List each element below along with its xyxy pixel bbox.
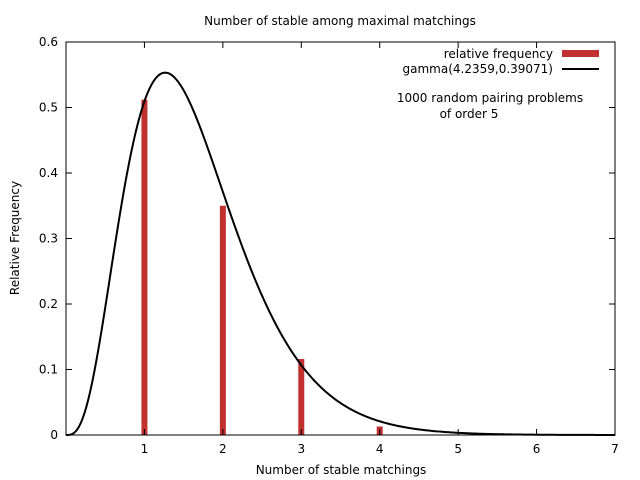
- y-tick-label-0.1: 0.1: [39, 363, 58, 377]
- x-tick-label-1: 1: [141, 442, 149, 456]
- bar-series: [141, 99, 383, 435]
- annotation-line-2: of order 5: [440, 107, 499, 121]
- y-tick-label-0.5: 0.5: [39, 101, 58, 115]
- x-tick-label-5: 5: [454, 442, 462, 456]
- x-tick-label-7: 7: [611, 442, 619, 456]
- bar-3: [298, 359, 305, 435]
- legend-swatch-bars: [562, 50, 599, 57]
- legend-label-curve: gamma(4.2359,0.39071): [403, 62, 554, 76]
- y-tick-label-0: 0: [50, 428, 58, 442]
- y-tick-label-0.4: 0.4: [39, 166, 58, 180]
- y-tick-label-0.6: 0.6: [39, 35, 58, 49]
- y-tick-label-0.3: 0.3: [39, 232, 58, 246]
- x-tick-label-6: 6: [533, 442, 541, 456]
- x-tick-label-4: 4: [376, 442, 384, 456]
- y-tick-label-0.2: 0.2: [39, 297, 58, 311]
- axis-ticks: 1 2 3 4 5 6 7 0 0.1 0.2 0.3 0.4 0.5 0.6: [39, 35, 619, 456]
- y-axis-label: Relative Frequency: [8, 181, 22, 295]
- bar-2: [219, 205, 226, 435]
- x-tick-label-2: 2: [219, 442, 227, 456]
- legend-label-bars: relative frequency: [444, 47, 553, 61]
- bar-1: [141, 99, 148, 435]
- legend: relative frequency gamma(4.2359,0.39071): [403, 47, 599, 76]
- gamma-curve: [65, 71, 615, 436]
- annotation-line-1: 1000 random pairing problems: [397, 91, 583, 105]
- chart-title: Number of stable among maximal matchings: [204, 14, 476, 28]
- x-tick-label-3: 3: [297, 442, 305, 456]
- x-axis-label: Number of stable matchings: [256, 463, 427, 477]
